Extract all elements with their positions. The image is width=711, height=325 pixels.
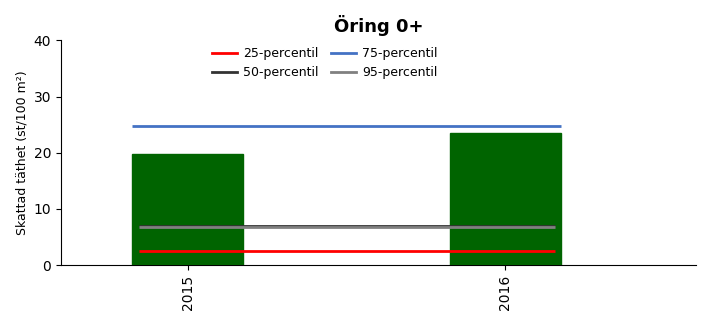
Y-axis label: Skattad täthet (st/100 m²): Skattad täthet (st/100 m²) — [15, 71, 28, 235]
Bar — [450, 133, 561, 265]
Legend: 25-percentil, 50-percentil, 75-percentil, 95-percentil: 25-percentil, 50-percentil, 75-percentil… — [207, 42, 443, 84]
Bar — [132, 154, 243, 265]
Title: Öring 0+: Öring 0+ — [333, 15, 423, 36]
